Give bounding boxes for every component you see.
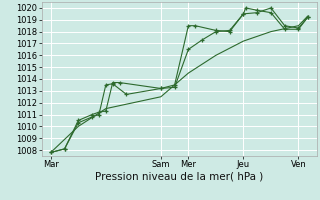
X-axis label: Pression niveau de la mer( hPa ): Pression niveau de la mer( hPa ) (95, 172, 263, 182)
